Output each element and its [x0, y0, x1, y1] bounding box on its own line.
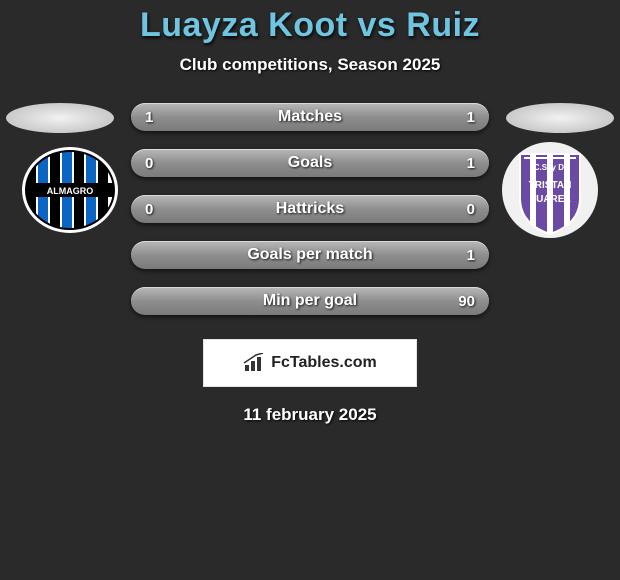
stat-row-goals: 0 Goals 1 [131, 149, 489, 177]
crest-right-bot: SUAREZ [529, 194, 570, 205]
page-title: Luayza Koot vs Ruiz [0, 6, 620, 45]
stat-right-value: 0 [461, 201, 475, 218]
stat-label: Goals [131, 154, 489, 172]
almagro-crest-icon: ALMAGRO [20, 145, 120, 235]
crest-right: C.S. y D. TRISTAN SUAREZ [500, 145, 600, 235]
stat-right-value: 90 [458, 293, 475, 310]
stat-right-value: 1 [461, 155, 475, 172]
stat-right-value: 1 [461, 109, 475, 126]
comparison-card: Luayza Koot vs Ruiz Club competitions, S… [0, 0, 620, 425]
stat-label: Min per goal [131, 292, 489, 310]
stat-rows: 1 Matches 1 0 Goals 1 0 Hattricks 0 Goal… [131, 103, 489, 315]
platform-right [506, 103, 614, 133]
stat-label: Matches [131, 108, 489, 126]
stat-right-value: 1 [461, 247, 475, 264]
content-area: ALMAGRO C.S. y D. TRISTAN SUAREZ [0, 103, 620, 425]
stat-left-value: 1 [145, 109, 159, 126]
stat-label: Hattricks [131, 200, 489, 218]
crest-right-top: C.S. y D. [534, 163, 566, 172]
stat-row-hattricks: 0 Hattricks 0 [131, 195, 489, 223]
stat-row-matches: 1 Matches 1 [131, 103, 489, 131]
stat-row-goals-per-match: Goals per match 1 [131, 241, 489, 269]
stat-left-value: 0 [145, 155, 159, 172]
crest-left-label: ALMAGRO [47, 186, 94, 196]
platform-left [6, 103, 114, 133]
brand-box: FcTables.com [203, 339, 417, 387]
stat-left-value: 0 [145, 201, 159, 218]
stat-label: Goals per match [131, 246, 489, 264]
brand-text: FcTables.com [271, 354, 377, 372]
footer-date: 11 february 2025 [0, 405, 620, 425]
page-subtitle: Club competitions, Season 2025 [0, 55, 620, 75]
tristan-suarez-crest-icon: C.S. y D. TRISTAN SUAREZ [500, 140, 600, 240]
stat-row-min-per-goal: Min per goal 90 [131, 287, 489, 315]
crest-right-mid: TRISTAN [529, 180, 572, 191]
bar-chart-icon [243, 353, 265, 373]
crest-left: ALMAGRO [20, 145, 120, 235]
